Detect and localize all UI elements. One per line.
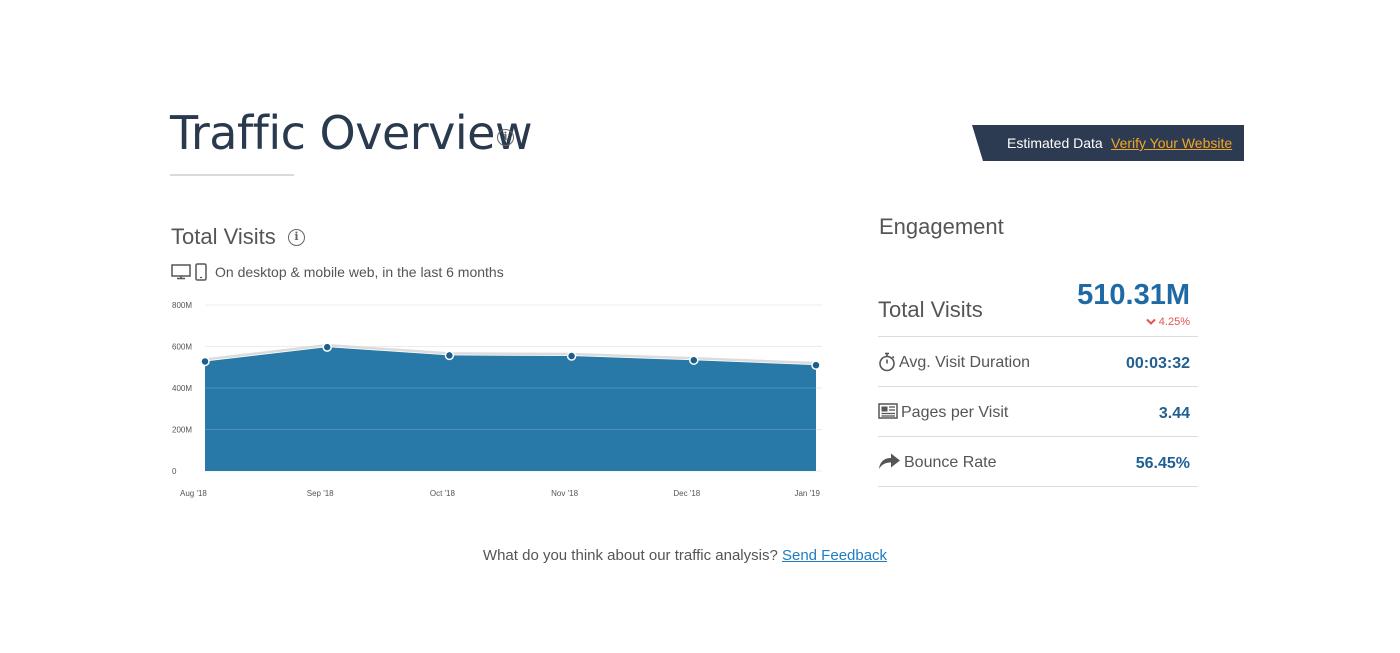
y-tick-label: 600M bbox=[172, 343, 192, 352]
y-tick-label: 400M bbox=[172, 384, 192, 393]
feedback-text: What do you think about our traffic anal… bbox=[482, 547, 778, 564]
estimated-data-label: Estimated Data bbox=[1007, 135, 1103, 151]
series-outline bbox=[204, 343, 817, 365]
total-visits-change: 4.25% bbox=[1090, 316, 1190, 330]
engagement-divider bbox=[878, 386, 1198, 387]
mobile-icon bbox=[195, 263, 207, 281]
title-underline bbox=[170, 174, 294, 176]
x-tick-label: Nov '18 bbox=[551, 489, 578, 498]
y-tick-label: 0 bbox=[172, 467, 177, 476]
data-point[interactable] bbox=[444, 350, 455, 361]
engagement-divider bbox=[878, 486, 1198, 487]
total-visits-title: Total Visits bbox=[171, 224, 276, 249]
send-feedback-link[interactable]: Send Feedback bbox=[781, 547, 888, 564]
data-point[interactable] bbox=[811, 360, 821, 370]
bounce-arrow-icon bbox=[879, 453, 900, 469]
bounce-rate-label: Bounce Rate bbox=[904, 454, 997, 471]
x-tick-label: Jan '19 bbox=[794, 489, 820, 498]
engagement-total-visits-value: 510.31M bbox=[1077, 279, 1190, 311]
total-visits-chart: 0 200M 400M 600M 800M Aug '18 Sep '18 Oct '18 N… bbox=[172, 301, 822, 498]
area-series bbox=[205, 347, 816, 471]
engagement-total-visits-label: Total Visits bbox=[878, 297, 983, 322]
pages-per-visit-label: Pages per Visit bbox=[901, 404, 1009, 421]
bounce-rate-value: 56.45% bbox=[1135, 455, 1190, 472]
x-tick-label: Oct '18 bbox=[430, 489, 456, 498]
x-tick-label: Aug '18 bbox=[180, 489, 207, 498]
y-tick-label: 200M bbox=[172, 426, 192, 435]
page-title: Traffic Overview bbox=[170, 106, 533, 160]
data-point[interactable] bbox=[322, 342, 332, 352]
data-point[interactable] bbox=[200, 356, 210, 367]
pages-per-visit-value: 3.44 bbox=[1158, 405, 1190, 422]
total-visits-info-icon[interactable]: i bbox=[288, 229, 305, 246]
engagement-title: Engagement bbox=[879, 214, 1004, 239]
engagement-divider bbox=[878, 436, 1198, 437]
pages-icon bbox=[878, 403, 898, 419]
total-visits-change-value: 4.25% bbox=[1158, 316, 1190, 328]
x-tick-label: Dec '18 bbox=[673, 489, 700, 498]
y-tick-label: 800M bbox=[172, 301, 192, 310]
x-tick-label: Sep '18 bbox=[307, 489, 334, 498]
device-description-text: On desktop & mobile web, in the last 6 m… bbox=[215, 264, 504, 280]
desktop-icon bbox=[171, 264, 191, 280]
data-point[interactable] bbox=[689, 355, 699, 365]
chevron-down-icon bbox=[1146, 318, 1156, 325]
avg-visit-duration-value: 00:03:32 bbox=[1125, 355, 1190, 372]
engagement-divider bbox=[878, 336, 1198, 337]
data-point[interactable] bbox=[566, 351, 577, 361]
stopwatch-icon bbox=[879, 352, 895, 372]
feedback-prompt: What do you think about our traffic anal… bbox=[0, 547, 1370, 564]
info-icon[interactable]: i bbox=[497, 129, 514, 146]
avg-visit-duration-label: Avg. Visit Duration bbox=[899, 354, 1031, 371]
estimated-data-banner: Estimated Data Verify Your Website bbox=[972, 125, 1244, 161]
verify-website-link[interactable]: Verify Your Website bbox=[1111, 135, 1233, 151]
